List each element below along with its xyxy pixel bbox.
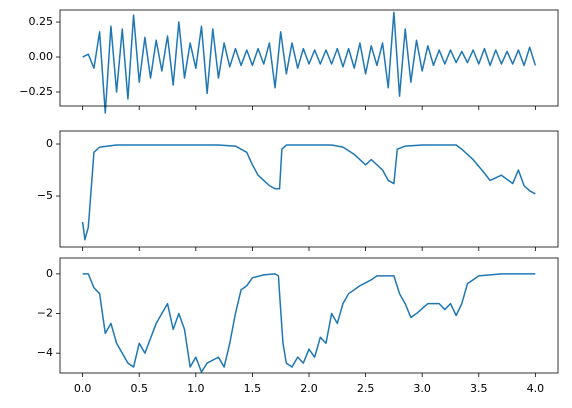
x-tick-label: 3.5 — [470, 382, 488, 395]
line — [82, 11, 537, 114]
y-tick-label: 0 — [46, 267, 53, 280]
x-tick-label: 0.0 — [74, 382, 92, 395]
x-tick-label: 1.0 — [187, 382, 205, 395]
x-tick-label: 2.0 — [300, 382, 318, 395]
y-tick-label: −2 — [37, 307, 53, 320]
axes-frame — [59, 257, 559, 374]
axes-frame — [59, 9, 559, 107]
y-tick-label: 0 — [46, 137, 53, 150]
x-tick-label: 3.0 — [413, 382, 431, 395]
y-tick-label: −5 — [37, 189, 53, 202]
x-tick-label: 4.0 — [527, 382, 545, 395]
x-tick-label: 2.5 — [357, 382, 375, 395]
y-tick-label: −4 — [37, 346, 53, 359]
y-tick-label: −0.25 — [19, 85, 53, 98]
x-tick-label: 0.5 — [130, 382, 148, 395]
y-tick-label: 0.00 — [29, 50, 54, 63]
y-tick-label: 0.25 — [29, 15, 54, 28]
line — [82, 273, 536, 373]
axes-frame — [59, 130, 559, 248]
line — [81, 144, 536, 241]
x-tick-label: 1.5 — [244, 382, 262, 395]
